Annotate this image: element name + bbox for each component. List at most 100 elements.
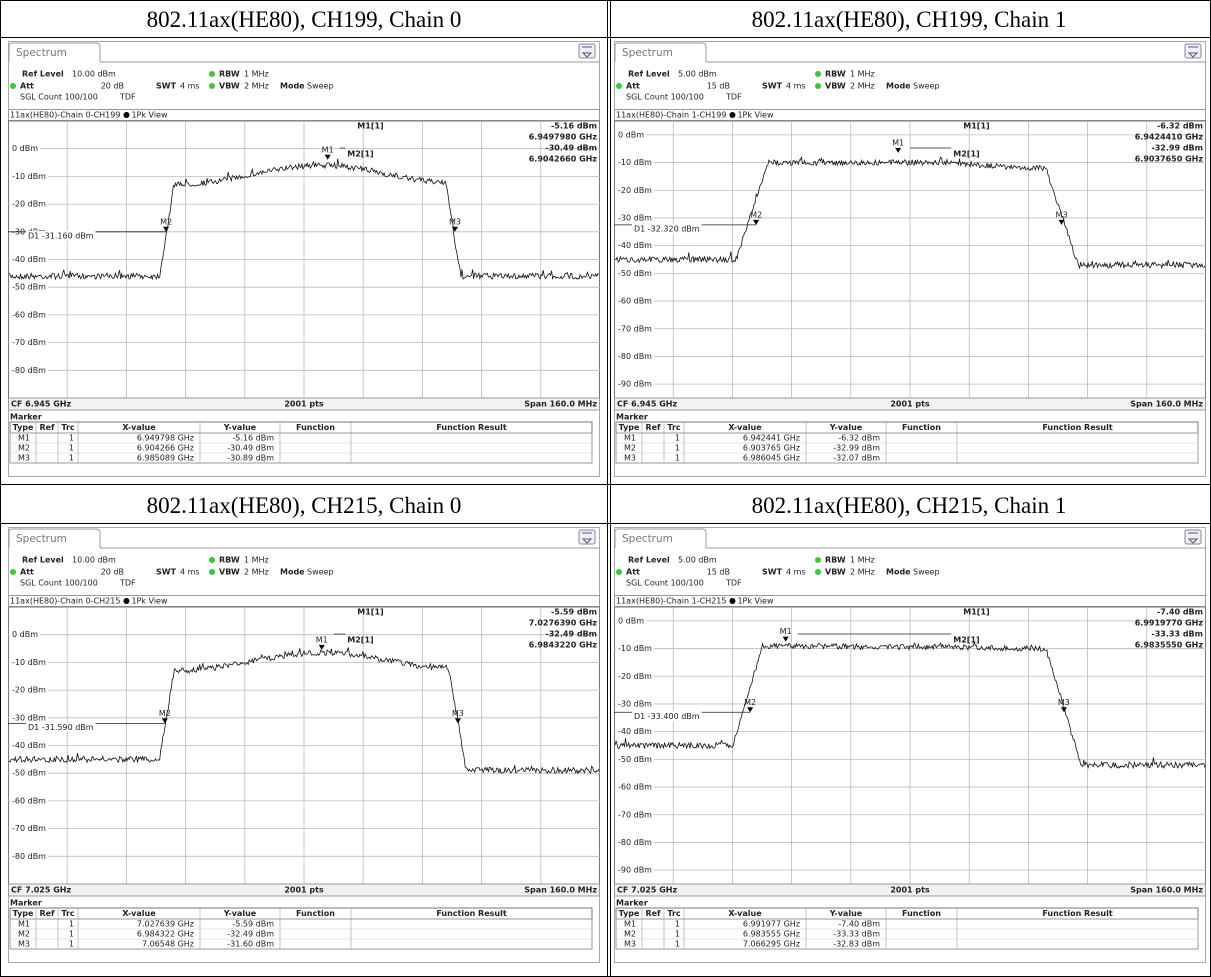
y-label-bg xyxy=(10,629,40,640)
marker-label: M2 xyxy=(159,709,171,718)
column-header: Ref xyxy=(645,423,661,432)
trace-view: 1Pk View xyxy=(131,111,168,120)
marker-trace: 1 xyxy=(69,940,74,949)
y-axis-label: -60 dBm xyxy=(12,796,46,805)
y-label-bg xyxy=(616,129,646,140)
view-icon[interactable] xyxy=(1184,529,1202,545)
marker-label: M2 xyxy=(744,698,756,707)
marker-y-value: -5.16 dBm xyxy=(232,434,274,443)
marker-trace: 1 xyxy=(69,930,74,939)
marker-title: Marker xyxy=(616,899,648,908)
footer-bar xyxy=(8,883,600,897)
y-label-bg xyxy=(616,351,654,362)
y-axis-label: -70 dBm xyxy=(618,324,652,333)
marker-y-value: -32.99 dBm xyxy=(833,444,880,453)
rbw-label: RBW xyxy=(825,556,846,565)
y-axis-label: -70 dBm xyxy=(618,810,652,819)
column-header: Function Result xyxy=(1042,909,1113,918)
column-header: Trc xyxy=(667,909,681,918)
y-axis-label: -80 dBm xyxy=(618,838,652,847)
y-label-bg xyxy=(616,671,654,682)
ref-level-label: Ref Level xyxy=(628,556,670,565)
marker-y-value: -33.33 dBm xyxy=(833,930,880,939)
column-header: Function xyxy=(296,909,335,918)
d1-label: D1 -33.400 dBm xyxy=(634,712,700,721)
sgl-count: SGL Count 100/100 xyxy=(20,93,98,102)
column-header: Trc xyxy=(61,909,75,918)
readout-freq: 7.0276390 GHz xyxy=(529,619,598,628)
spectrum-panel: Spectrum Ref Level 5.00 dBm RBW 1 MHz Att 15 d… xyxy=(614,527,1206,963)
tdf: TDF xyxy=(119,93,136,102)
status-dot xyxy=(10,569,16,575)
view-icon[interactable] xyxy=(578,43,596,59)
att-label: Att xyxy=(626,568,640,577)
marker-type: M2 xyxy=(18,444,30,453)
panel-title: 802.11ax(HE80), CH199, Chain 1 xyxy=(752,7,1067,32)
panel-title: 802.11ax(HE80), CH215, Chain 1 xyxy=(752,493,1067,518)
tdf: TDF xyxy=(725,579,742,588)
marker-x-value: 6.991977 GHz xyxy=(743,920,800,929)
y-axis-label: -80 dBm xyxy=(618,352,652,361)
marker-label: M2 xyxy=(160,217,172,226)
vbw-label: VBW xyxy=(825,568,846,577)
ref-level-label: Ref Level xyxy=(628,70,670,79)
trace-view: 1Pk View xyxy=(131,597,168,606)
readout-freq: 6.9037650 GHz xyxy=(1135,155,1204,164)
view-icon[interactable] xyxy=(1184,43,1202,59)
readout-freq: 6.9835550 GHz xyxy=(1135,641,1204,650)
center-frequency: CF 7.025 GHz xyxy=(617,886,677,895)
column-header: Y-value xyxy=(829,909,863,918)
y-axis-label: -60 dBm xyxy=(12,310,46,319)
y-label-bg xyxy=(616,726,654,737)
marker-y-value: -32.83 dBm xyxy=(833,940,880,949)
spectrum-panel: Spectrum Ref Level 10.00 dBm RBW 1 MHz Att 20 … xyxy=(8,41,600,477)
marker-triangle xyxy=(747,707,754,713)
readout-level: -32.99 dBm xyxy=(1151,144,1203,153)
marker-label: M2 xyxy=(750,210,762,219)
column-header: Trc xyxy=(61,423,75,432)
d1-label-bg xyxy=(26,722,96,733)
span: Span 160.0 MHz xyxy=(1130,886,1203,895)
marker-type: M1 xyxy=(624,434,636,443)
rbw: 1 MHz xyxy=(850,556,875,565)
rbw-label: RBW xyxy=(825,70,846,79)
readout-freq: 6.9042660 GHz xyxy=(529,155,598,164)
column-header: Ref xyxy=(645,909,661,918)
marker-label: M3 xyxy=(452,709,464,718)
marker-type: M3 xyxy=(18,454,30,463)
readout-freq: 6.9424410 GHz xyxy=(1135,133,1204,142)
panel-title: 802.11ax(HE80), CH199, Chain 0 xyxy=(147,7,462,32)
marker-type: M1 xyxy=(18,434,30,443)
sgl-count: SGL Count 100/100 xyxy=(20,579,98,588)
marker-trace: 1 xyxy=(675,454,680,463)
y-label-bg xyxy=(10,171,48,182)
att-label: Att xyxy=(20,568,34,577)
y-label-bg xyxy=(10,365,48,376)
spectrum-trace xyxy=(614,641,1206,770)
y-label-bg xyxy=(616,185,654,196)
y-label-bg xyxy=(616,643,654,654)
vbw: 2 MHz xyxy=(850,82,875,91)
readout-level: -32.49 dBm xyxy=(545,630,597,639)
marker-title: Marker xyxy=(10,899,42,908)
y-label-bg xyxy=(10,795,48,806)
mode: Sweep xyxy=(913,568,940,577)
ref-level: 5.00 dBm xyxy=(678,70,717,79)
tab xyxy=(614,528,707,548)
y-axis-label: -30 dBm xyxy=(618,213,652,222)
sweep-points: 2001 pts xyxy=(890,886,930,895)
marker-triangle xyxy=(895,147,902,153)
marker-x-value: 6.986045 GHz xyxy=(743,454,800,463)
trace-dot xyxy=(729,598,736,604)
view-icon[interactable] xyxy=(578,529,596,545)
column-header: Y-value xyxy=(223,423,257,432)
marker-triangle xyxy=(1060,707,1067,713)
mode: Sweep xyxy=(307,568,334,577)
status-dot xyxy=(10,83,16,89)
column-header: X-value xyxy=(728,423,762,432)
status-dot xyxy=(209,557,215,563)
spectrum-trace xyxy=(8,158,600,281)
att-label: Att xyxy=(20,82,34,91)
sweep-points: 2001 pts xyxy=(284,886,324,895)
rbw-label: RBW xyxy=(219,70,240,79)
